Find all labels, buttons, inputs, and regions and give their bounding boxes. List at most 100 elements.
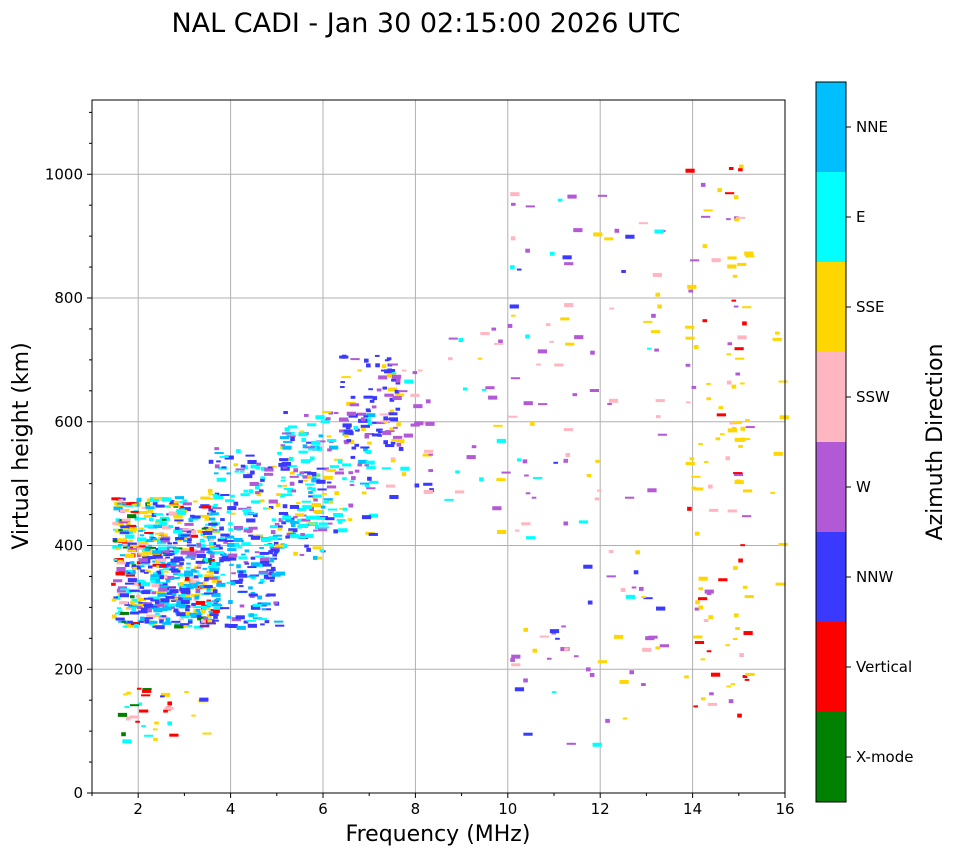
echo-point xyxy=(153,555,163,559)
echo-point xyxy=(162,497,172,502)
echo-point xyxy=(608,549,614,553)
echo-point xyxy=(152,502,158,506)
echo-point xyxy=(211,592,221,597)
echo-point xyxy=(194,595,200,600)
echo-point xyxy=(209,538,215,542)
echo-point xyxy=(143,514,154,518)
echo-point xyxy=(187,551,197,556)
echo-point xyxy=(275,502,281,507)
echo-point xyxy=(202,732,212,735)
echo-point xyxy=(214,452,224,455)
echo-point xyxy=(462,387,468,391)
echo-point xyxy=(694,531,700,536)
echo-point xyxy=(115,595,121,600)
echo-point xyxy=(521,522,531,526)
echo-point xyxy=(325,517,335,521)
echo-point xyxy=(641,596,646,599)
echo-point xyxy=(207,505,217,508)
echo-point xyxy=(202,567,208,570)
echo-point xyxy=(195,550,205,554)
echo-point xyxy=(122,502,132,506)
echo-point xyxy=(207,602,213,607)
echo-point xyxy=(307,471,317,476)
echo-point xyxy=(116,588,127,593)
echo-point xyxy=(697,597,708,601)
echo-point xyxy=(216,582,226,587)
echo-point xyxy=(251,500,261,504)
echo-point xyxy=(735,372,741,376)
echo-point xyxy=(491,327,497,331)
echo-point xyxy=(188,585,194,590)
echo-point xyxy=(208,610,214,613)
echo-point xyxy=(148,506,153,511)
echo-point xyxy=(181,611,191,615)
echo-point xyxy=(220,573,226,576)
echo-point xyxy=(122,739,132,744)
echo-point xyxy=(734,347,744,351)
echo-point xyxy=(365,460,375,465)
echo-point xyxy=(293,516,298,519)
echo-point xyxy=(309,507,314,512)
echo-point xyxy=(197,563,202,567)
echo-point xyxy=(245,454,255,457)
echo-point xyxy=(247,472,252,475)
echo-point xyxy=(357,369,362,372)
echo-point xyxy=(138,511,149,515)
echo-point xyxy=(718,578,728,582)
echo-point xyxy=(208,493,213,496)
echo-point xyxy=(348,503,353,506)
echo-point xyxy=(244,549,250,553)
echo-point xyxy=(276,493,281,497)
echo-point xyxy=(138,601,144,605)
echo-point xyxy=(128,539,134,542)
echo-point xyxy=(267,466,273,469)
echo-point xyxy=(282,466,288,469)
echo-point xyxy=(733,472,743,475)
echo-point xyxy=(115,548,120,551)
echo-point xyxy=(526,536,536,540)
echo-point xyxy=(305,483,315,486)
echo-point xyxy=(270,566,276,571)
echo-point xyxy=(641,683,646,687)
echo-point xyxy=(196,585,201,588)
echo-point xyxy=(146,614,156,619)
echo-point xyxy=(236,449,241,454)
echo-point xyxy=(175,536,185,540)
echo-point xyxy=(706,591,712,595)
x-tick-label: 14 xyxy=(683,800,702,818)
echo-point xyxy=(224,540,235,543)
echo-point xyxy=(214,447,219,451)
echo-point xyxy=(735,357,745,360)
echo-point xyxy=(258,572,268,575)
echo-point xyxy=(207,551,213,554)
echo-point xyxy=(113,506,123,511)
echo-point xyxy=(350,455,356,459)
echo-point xyxy=(322,493,327,496)
echo-point xyxy=(702,244,708,249)
echo-point xyxy=(383,421,389,424)
echo-point xyxy=(731,384,737,389)
echo-point xyxy=(739,653,744,658)
echo-point xyxy=(243,465,248,470)
echo-point xyxy=(125,716,131,721)
y-tick-label: 0 xyxy=(73,784,83,802)
echo-point xyxy=(778,542,788,546)
echo-point xyxy=(413,404,423,409)
echo-point xyxy=(523,732,533,736)
echo-point xyxy=(230,494,235,498)
echo-point xyxy=(208,552,218,555)
echo-point xyxy=(423,489,433,494)
echo-point xyxy=(341,376,351,379)
echo-point xyxy=(355,428,360,432)
echo-point xyxy=(120,611,130,615)
echo-point xyxy=(176,509,181,513)
echo-point xyxy=(395,378,401,383)
echo-point xyxy=(366,417,371,421)
echo-point xyxy=(174,496,185,500)
echo-point xyxy=(113,596,119,599)
echo-point xyxy=(157,546,168,551)
echo-point xyxy=(234,470,240,473)
echo-point xyxy=(125,553,135,558)
echo-point xyxy=(281,476,286,479)
echo-point xyxy=(734,480,744,485)
